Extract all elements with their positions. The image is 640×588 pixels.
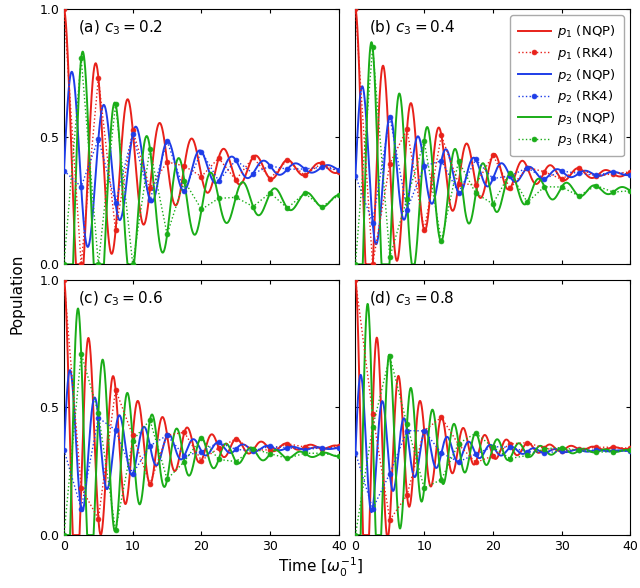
Text: (d) $c_3 = 0.8$: (d) $c_3 = 0.8$ <box>369 290 455 308</box>
Text: (a) $c_3 = 0.2$: (a) $c_3 = 0.2$ <box>77 19 162 38</box>
Text: Population: Population <box>10 254 24 334</box>
Text: Time $[\omega_0^{-1}]$: Time $[\omega_0^{-1}]$ <box>278 556 362 579</box>
Legend: $p_1$ (NQP), $p_1$ (RK4), $p_2$ (NQP), $p_2$ (RK4), $p_3$ (NQP), $p_3$ (RK4): $p_1$ (NQP), $p_1$ (RK4), $p_2$ (NQP), $… <box>510 15 624 156</box>
Text: (b) $c_3 = 0.4$: (b) $c_3 = 0.4$ <box>369 19 455 38</box>
Text: (c) $c_3 = 0.6$: (c) $c_3 = 0.6$ <box>77 290 163 308</box>
